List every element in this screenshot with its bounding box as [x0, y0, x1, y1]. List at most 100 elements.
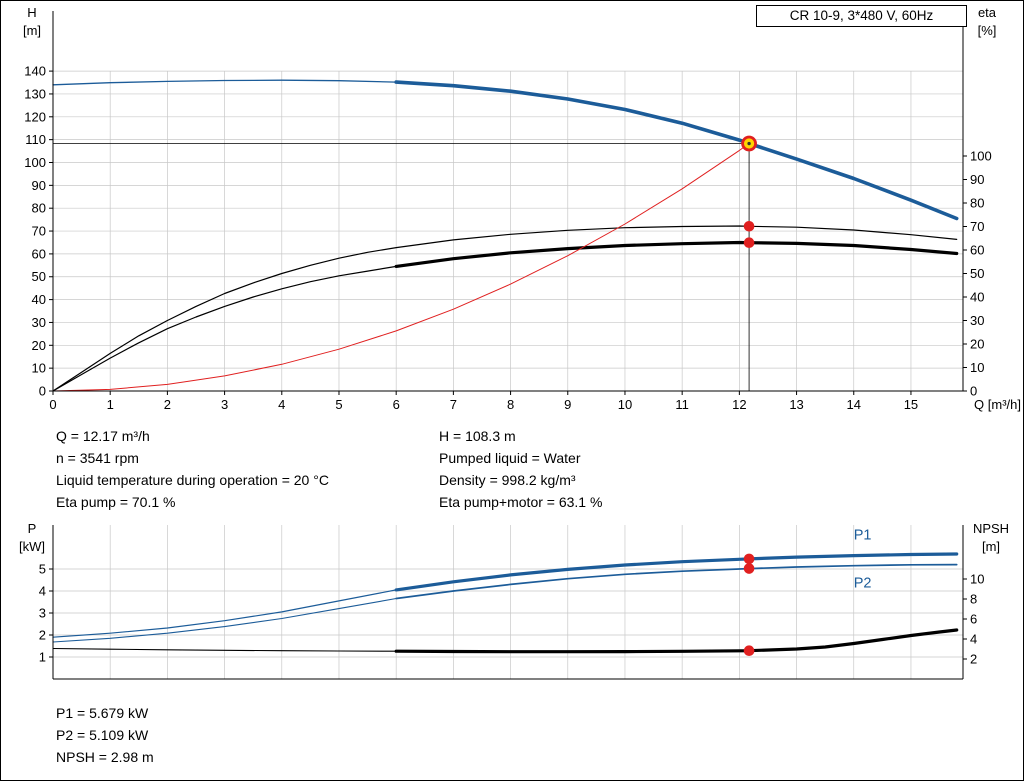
svg-text:80: 80: [32, 201, 46, 216]
head-efficiency-chart: 0102030405060708090100110120130140010203…: [23, 5, 1021, 412]
info-eta-total: Eta pump+motor = 63.1 %: [439, 494, 603, 510]
info-density: Density = 998.2 kg/m³: [439, 472, 576, 488]
svg-text:10: 10: [970, 360, 984, 375]
svg-text:H: H: [27, 5, 36, 20]
bottom-axes: [52, 525, 964, 680]
svg-text:7: 7: [450, 397, 457, 412]
svg-text:Q [m³/h]: Q [m³/h]: [974, 397, 1021, 412]
svg-text:100: 100: [24, 155, 46, 170]
svg-text:4: 4: [970, 632, 977, 647]
system-curve: [52, 143, 750, 392]
svg-text:90: 90: [32, 178, 46, 193]
info-head: H = 108.3 m: [439, 428, 516, 444]
svg-text:70: 70: [970, 219, 984, 234]
p2-curve-low-flow: [52, 597, 397, 643]
svg-text:50: 50: [32, 269, 46, 284]
svg-text:eta: eta: [978, 5, 997, 20]
svg-text:10: 10: [970, 572, 984, 587]
head-curve-low-flow: [52, 79, 397, 86]
npsh-curve-low-flow: [52, 647, 397, 652]
svg-text:40: 40: [32, 292, 46, 307]
svg-text:2: 2: [39, 628, 46, 643]
svg-text:8: 8: [507, 397, 514, 412]
p1-label: P1: [854, 527, 872, 543]
svg-text:[m]: [m]: [23, 23, 41, 38]
svg-text:6: 6: [970, 612, 977, 627]
p2-curve: [395, 563, 958, 600]
svg-text:14: 14: [847, 397, 861, 412]
head-curve: [394, 80, 959, 221]
info-p2: P2 = 5.109 kW: [56, 727, 149, 743]
npsh-curve: [394, 628, 959, 654]
svg-text:1: 1: [107, 397, 114, 412]
svg-text:5: 5: [335, 397, 342, 412]
info-speed: n = 3541 rpm: [56, 450, 139, 466]
svg-text:70: 70: [32, 224, 46, 239]
svg-text:60: 60: [32, 246, 46, 261]
p1-curve: [394, 552, 959, 592]
bottom-grid: [53, 525, 963, 679]
top-series: [52, 79, 959, 392]
top-axes: [52, 11, 964, 392]
top-axis-unit-labels: H [m] eta [%]: [23, 5, 997, 38]
svg-text:P: P: [28, 521, 37, 536]
eta-pump-motor-curve-low-flow: [52, 265, 397, 392]
svg-text:80: 80: [970, 195, 984, 210]
svg-text:8: 8: [970, 592, 977, 607]
info-flow: Q = 12.17 m³/h: [56, 428, 150, 444]
p1-curve-low-flow: [52, 589, 397, 638]
eta-pump-curve: [52, 225, 958, 392]
svg-text:6: 6: [393, 397, 400, 412]
power-info-block: P1 = 5.679 kW P2 = 5.109 kW NPSH = 2.98 …: [56, 702, 154, 768]
svg-text:10: 10: [618, 397, 632, 412]
svg-text:130: 130: [24, 86, 46, 101]
top-markers: [741, 135, 757, 249]
svg-text:2: 2: [164, 397, 171, 412]
svg-text:60: 60: [970, 242, 984, 257]
svg-text:15: 15: [904, 397, 918, 412]
svg-text:3: 3: [39, 606, 46, 621]
p2-label: P2: [854, 576, 872, 592]
bottom-axis-unit-labels: P [kW] NPSH [m]: [19, 521, 1009, 554]
svg-text:4: 4: [39, 584, 46, 599]
duty-info-left: Q = 12.17 m³/h n = 3541 rpm Liquid tempe…: [56, 425, 329, 513]
svg-text:5: 5: [39, 562, 46, 577]
bottom-markers: [743, 553, 755, 656]
top-grid: [53, 70, 963, 391]
svg-text:2: 2: [970, 652, 977, 667]
svg-text:[m]: [m]: [982, 539, 1000, 554]
svg-text:140: 140: [24, 64, 46, 79]
pump-model-title: CR 10-9, 3*480 V, 60Hz: [756, 5, 967, 27]
svg-text:0: 0: [39, 384, 46, 399]
p1-point: [743, 553, 755, 565]
info-temperature: Liquid temperature during operation = 20…: [56, 472, 329, 488]
svg-text:13: 13: [789, 397, 803, 412]
svg-text:40: 40: [970, 289, 984, 304]
power-npsh-chart: 1 2 3 4 5 2 4 6 8 10 P [kW] NPSH [m] P1 P2: [19, 521, 1009, 680]
eta-pump-motor-point: [743, 237, 755, 249]
svg-text:0: 0: [970, 384, 977, 399]
info-p1: P1 = 5.679 kW: [56, 705, 149, 721]
duty-info-right: H = 108.3 m Pumped liquid = Water Densit…: [439, 425, 602, 513]
top-ref-lines: [53, 143, 750, 391]
svg-text:0: 0: [49, 397, 56, 412]
eta-pump-point: [743, 220, 755, 232]
svg-text:30: 30: [970, 313, 984, 328]
svg-text:[%]: [%]: [978, 23, 997, 38]
svg-text:100: 100: [970, 148, 992, 163]
svg-text:9: 9: [564, 397, 571, 412]
top-tick-labels: 0102030405060708090100110120130140010203…: [24, 64, 1021, 412]
bottom-annotations: P1 P2: [854, 527, 872, 591]
info-eta-pump: Eta pump = 70.1 %: [56, 494, 176, 510]
npsh-point: [743, 645, 755, 656]
info-npsh: NPSH = 2.98 m: [56, 749, 154, 765]
svg-text:110: 110: [25, 132, 46, 147]
svg-text:NPSH: NPSH: [973, 521, 1009, 536]
svg-text:11: 11: [675, 397, 689, 412]
duty-point-center: [747, 141, 751, 146]
svg-text:50: 50: [970, 266, 984, 281]
svg-text:1: 1: [39, 650, 46, 665]
p2-point: [743, 563, 755, 574]
svg-text:20: 20: [32, 338, 46, 353]
